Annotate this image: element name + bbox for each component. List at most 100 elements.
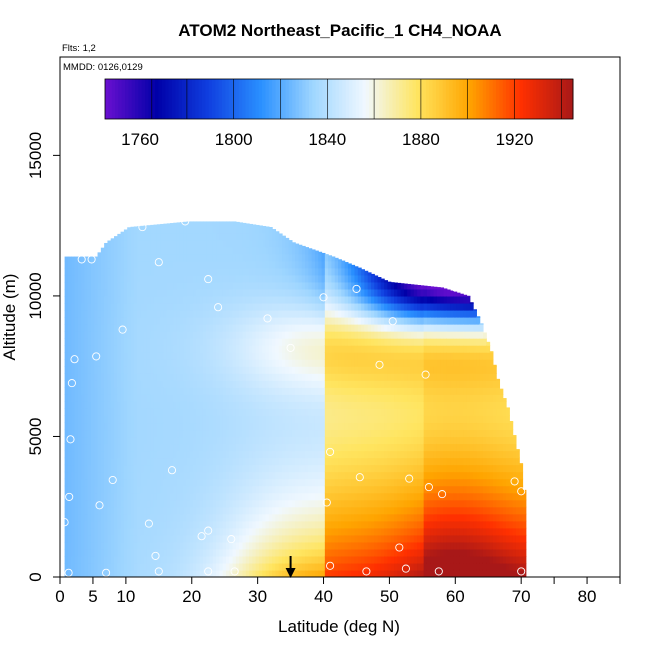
heatmap-cell <box>403 366 408 374</box>
heatmap-cell <box>176 338 181 346</box>
heatmap-cell <box>384 288 389 297</box>
heatmap-cell <box>196 555 201 564</box>
heatmap-cell <box>143 288 148 297</box>
heatmap-cell <box>331 373 336 381</box>
heatmap-cell <box>275 380 280 388</box>
heatmap-cell <box>81 513 85 522</box>
heatmap-cell <box>347 309 352 318</box>
heatmap-cell <box>400 499 405 508</box>
heatmap-cell <box>229 225 234 234</box>
heatmap-cell <box>120 366 125 374</box>
heatmap-cell <box>143 492 148 501</box>
heatmap-cell <box>130 246 135 255</box>
heatmap-cell <box>403 506 408 515</box>
heatmap-cell <box>179 338 184 346</box>
heatmap-cell <box>245 274 250 283</box>
heatmap-cell <box>239 324 244 332</box>
heatmap-cell <box>384 324 389 332</box>
heatmap-cell <box>380 281 385 290</box>
heatmap-cell <box>150 302 155 311</box>
heatmap-cell <box>153 464 158 473</box>
heatmap-cell <box>133 309 138 318</box>
heatmap-cell <box>153 309 158 318</box>
heatmap-cell <box>104 387 109 395</box>
heatmap-cell <box>390 443 395 452</box>
heatmap-cell <box>374 401 379 409</box>
heatmap-cell <box>298 415 303 424</box>
heatmap-cell <box>77 359 82 367</box>
heatmap-cell <box>341 562 346 571</box>
heatmap-cell <box>364 527 369 536</box>
heatmap-cell <box>156 224 161 227</box>
heatmap-cell <box>163 232 168 241</box>
heatmap-cell <box>156 471 161 480</box>
heatmap-cell <box>189 352 194 360</box>
heatmap-cell <box>245 555 250 564</box>
heatmap-cell <box>64 527 69 536</box>
heatmap-cell <box>137 309 141 318</box>
heatmap-cell <box>74 256 79 262</box>
heatmap-cell <box>114 520 118 529</box>
heatmap-cell <box>153 352 158 360</box>
heatmap-cell <box>209 443 214 452</box>
heatmap-cell <box>397 436 402 445</box>
heatmap-cell <box>84 436 89 445</box>
heatmap-cell <box>308 253 313 262</box>
heatmap-cell <box>206 415 211 424</box>
heatmap-cell <box>206 246 211 255</box>
heatmap-cell <box>272 281 277 290</box>
heatmap-cell <box>357 464 362 473</box>
heatmap-cell <box>278 457 283 466</box>
heatmap-cell <box>173 366 178 374</box>
heatmap-cell <box>377 408 382 416</box>
heatmap-cell <box>123 548 128 557</box>
heatmap-cell <box>163 562 168 571</box>
heatmap-cell <box>305 309 309 318</box>
heatmap-cell <box>202 295 207 304</box>
heatmap-cell <box>216 436 221 445</box>
heatmap-cell <box>87 267 92 276</box>
heatmap-cell <box>331 471 336 480</box>
heatmap-cell <box>374 415 379 424</box>
heatmap-cell <box>64 373 69 381</box>
heatmap-cell <box>324 555 329 564</box>
heatmap-cell <box>288 295 293 304</box>
heatmap-cell <box>351 295 356 304</box>
heatmap-cell <box>166 253 171 262</box>
heatmap-cell <box>81 485 85 494</box>
heatmap-cell <box>334 295 339 304</box>
heatmap-cell <box>137 302 141 311</box>
heatmap-cell <box>258 373 263 381</box>
heatmap-cell <box>347 408 352 416</box>
heatmap-cell <box>110 324 115 332</box>
heatmap-cell <box>387 520 392 529</box>
heatmap-cell <box>120 352 125 360</box>
heatmap-cell <box>324 394 329 402</box>
heatmap-cell <box>163 253 168 262</box>
heatmap-cell <box>357 471 362 480</box>
heatmap-cell <box>255 457 260 466</box>
heatmap-cell <box>84 345 89 353</box>
heatmap-cell <box>179 309 184 318</box>
heatmap-cell <box>357 380 362 388</box>
heatmap-cell <box>249 366 253 374</box>
heatmap-cell <box>120 408 125 416</box>
heatmap-cell <box>278 485 283 494</box>
heatmap-cell <box>123 239 128 248</box>
heatmap-cell <box>341 471 346 480</box>
heatmap-cell <box>288 408 293 416</box>
heatmap-cell <box>328 555 333 564</box>
heatmap-cell <box>291 260 296 269</box>
heatmap-cell <box>202 485 207 494</box>
heatmap-cell <box>311 260 316 269</box>
heatmap-cell <box>311 443 316 452</box>
heatmap-cell <box>104 485 109 494</box>
heatmap-cell <box>90 569 95 577</box>
heatmap-cell <box>341 387 346 395</box>
heatmap-cell <box>305 527 309 536</box>
heatmap-cell <box>193 281 197 290</box>
heatmap-cell <box>186 288 191 297</box>
heatmap-cell <box>334 380 339 388</box>
heatmap-cell <box>364 513 369 522</box>
heatmap-cell <box>278 295 283 304</box>
